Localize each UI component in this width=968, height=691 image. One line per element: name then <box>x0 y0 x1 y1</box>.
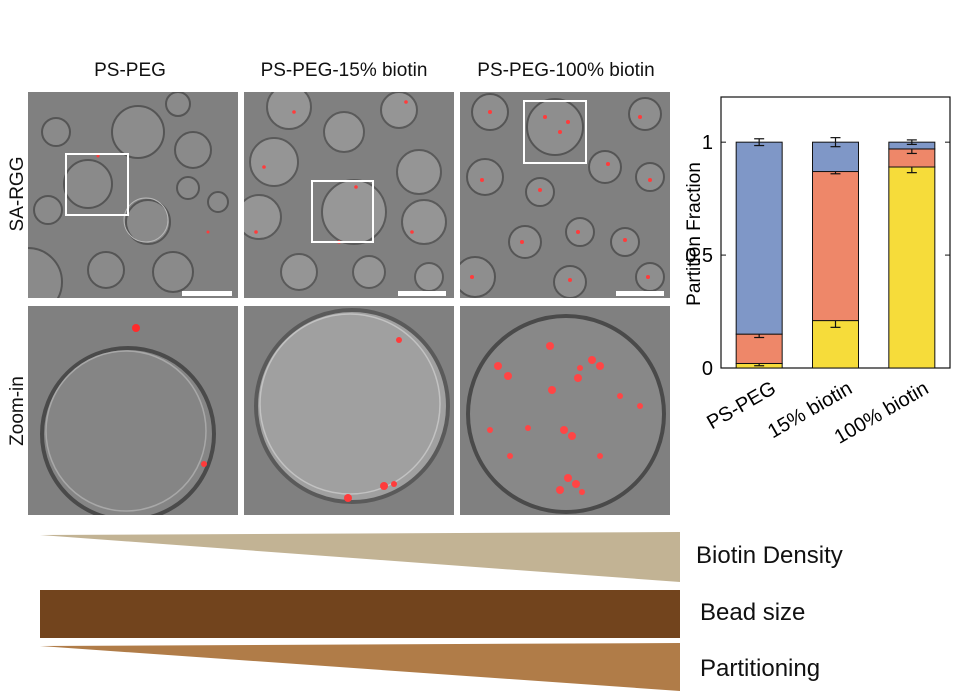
partitioning-label: Partitioning <box>700 655 821 682</box>
bar-segment <box>735 141 783 335</box>
biotin-density-label: Biotin Density <box>696 542 843 569</box>
micrograph-ps-peg-drawing <box>28 92 229 298</box>
chart-y-ticks: 00.51 <box>685 132 950 380</box>
bar-segment <box>888 166 936 369</box>
micrograph-100-biotin <box>460 92 670 298</box>
bar-segment <box>735 333 783 364</box>
chart-bars <box>735 137 936 369</box>
scale-bar-15-biotin <box>398 291 446 296</box>
y-tick-label: 1 <box>702 132 713 154</box>
partitioning-wedge <box>40 643 680 691</box>
bead-size-bar <box>40 590 680 638</box>
zoom-micrograph-ps-peg <box>28 306 238 515</box>
chart-ylabel: Partition Fraction <box>684 162 705 306</box>
micrograph-100-biotin-drawing <box>460 93 665 298</box>
zoom-box-100-biotin <box>523 100 587 164</box>
bar-segment <box>812 171 859 322</box>
zoom-micrograph-15-biotin-drawing <box>254 308 450 504</box>
y-tick-label: 0.5 <box>685 245 713 267</box>
bead-size-label: Bead size <box>700 599 806 626</box>
zoom-micrograph-100-biotin <box>460 306 670 515</box>
biotin-density-wedge <box>40 532 680 582</box>
scale-bar-ps-peg <box>182 291 232 296</box>
zoom-micrograph-100-biotin-drawing <box>466 314 666 514</box>
zoom-micrograph-ps-peg-drawing <box>40 324 216 515</box>
row-label-sa-rgg: SA-RGG <box>7 156 28 232</box>
column-label-100-biotin: PS-PEG-100% biotin <box>477 60 655 81</box>
zoom-box-ps-peg <box>65 153 129 216</box>
row-label-zoom-in: Zoom-in <box>7 376 28 446</box>
y-tick-label: 0 <box>702 358 713 380</box>
micrograph-ps-peg <box>28 92 238 298</box>
zoom-box-15-biotin <box>311 180 374 243</box>
scale-bar-100-biotin <box>616 291 664 296</box>
column-label-15-biotin: PS-PEG-15% biotin <box>260 60 428 81</box>
zoom-micrograph-15-biotin <box>244 306 454 515</box>
column-label-ps-peg: PS-PEG <box>94 60 166 81</box>
